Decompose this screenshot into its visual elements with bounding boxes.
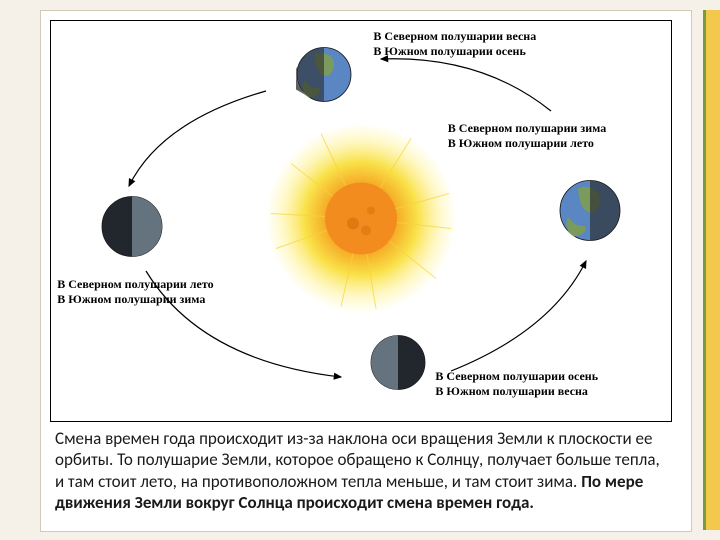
label-right-line1: В Северном полушарии зима: [448, 121, 606, 135]
seasons-diagram: В Северном полушарии весна В Южном полуш…: [50, 20, 672, 422]
side-accent-yellow: [706, 10, 720, 530]
caption-text: Смена времен года происходит из-за накло…: [55, 428, 670, 513]
label-right: В Северном полушарии зима В Южном полуша…: [448, 121, 606, 151]
earth-top-spring: [296, 47, 352, 108]
earth-bottom-autumn: [370, 335, 426, 396]
label-left: В Северном полушарии лето В Южном полуша…: [57, 277, 213, 307]
label-top-line2: В Южном полушарии осень: [373, 44, 525, 58]
caption-part1: Смена времен года происходит из-за накло…: [55, 428, 660, 492]
label-left-line1: В Северном полушарии лето: [57, 277, 213, 291]
label-bottom-line2: В Южном полушарии весна: [435, 384, 588, 398]
label-bottom-line1: В Северном полушарии осень: [435, 369, 598, 383]
label-left-line2: В Южном полушарии зима: [57, 292, 205, 306]
earth-right-winter: [559, 180, 621, 247]
label-bottom: В Северном полушарии осень В Южном полуш…: [435, 369, 598, 399]
label-top: В Северном полушарии весна В Южном полуш…: [373, 29, 536, 59]
earth-left-summer: [101, 196, 163, 263]
label-right-line2: В Южном полушарии лето: [448, 136, 594, 150]
label-top-line1: В Северном полушарии весна: [373, 29, 536, 43]
